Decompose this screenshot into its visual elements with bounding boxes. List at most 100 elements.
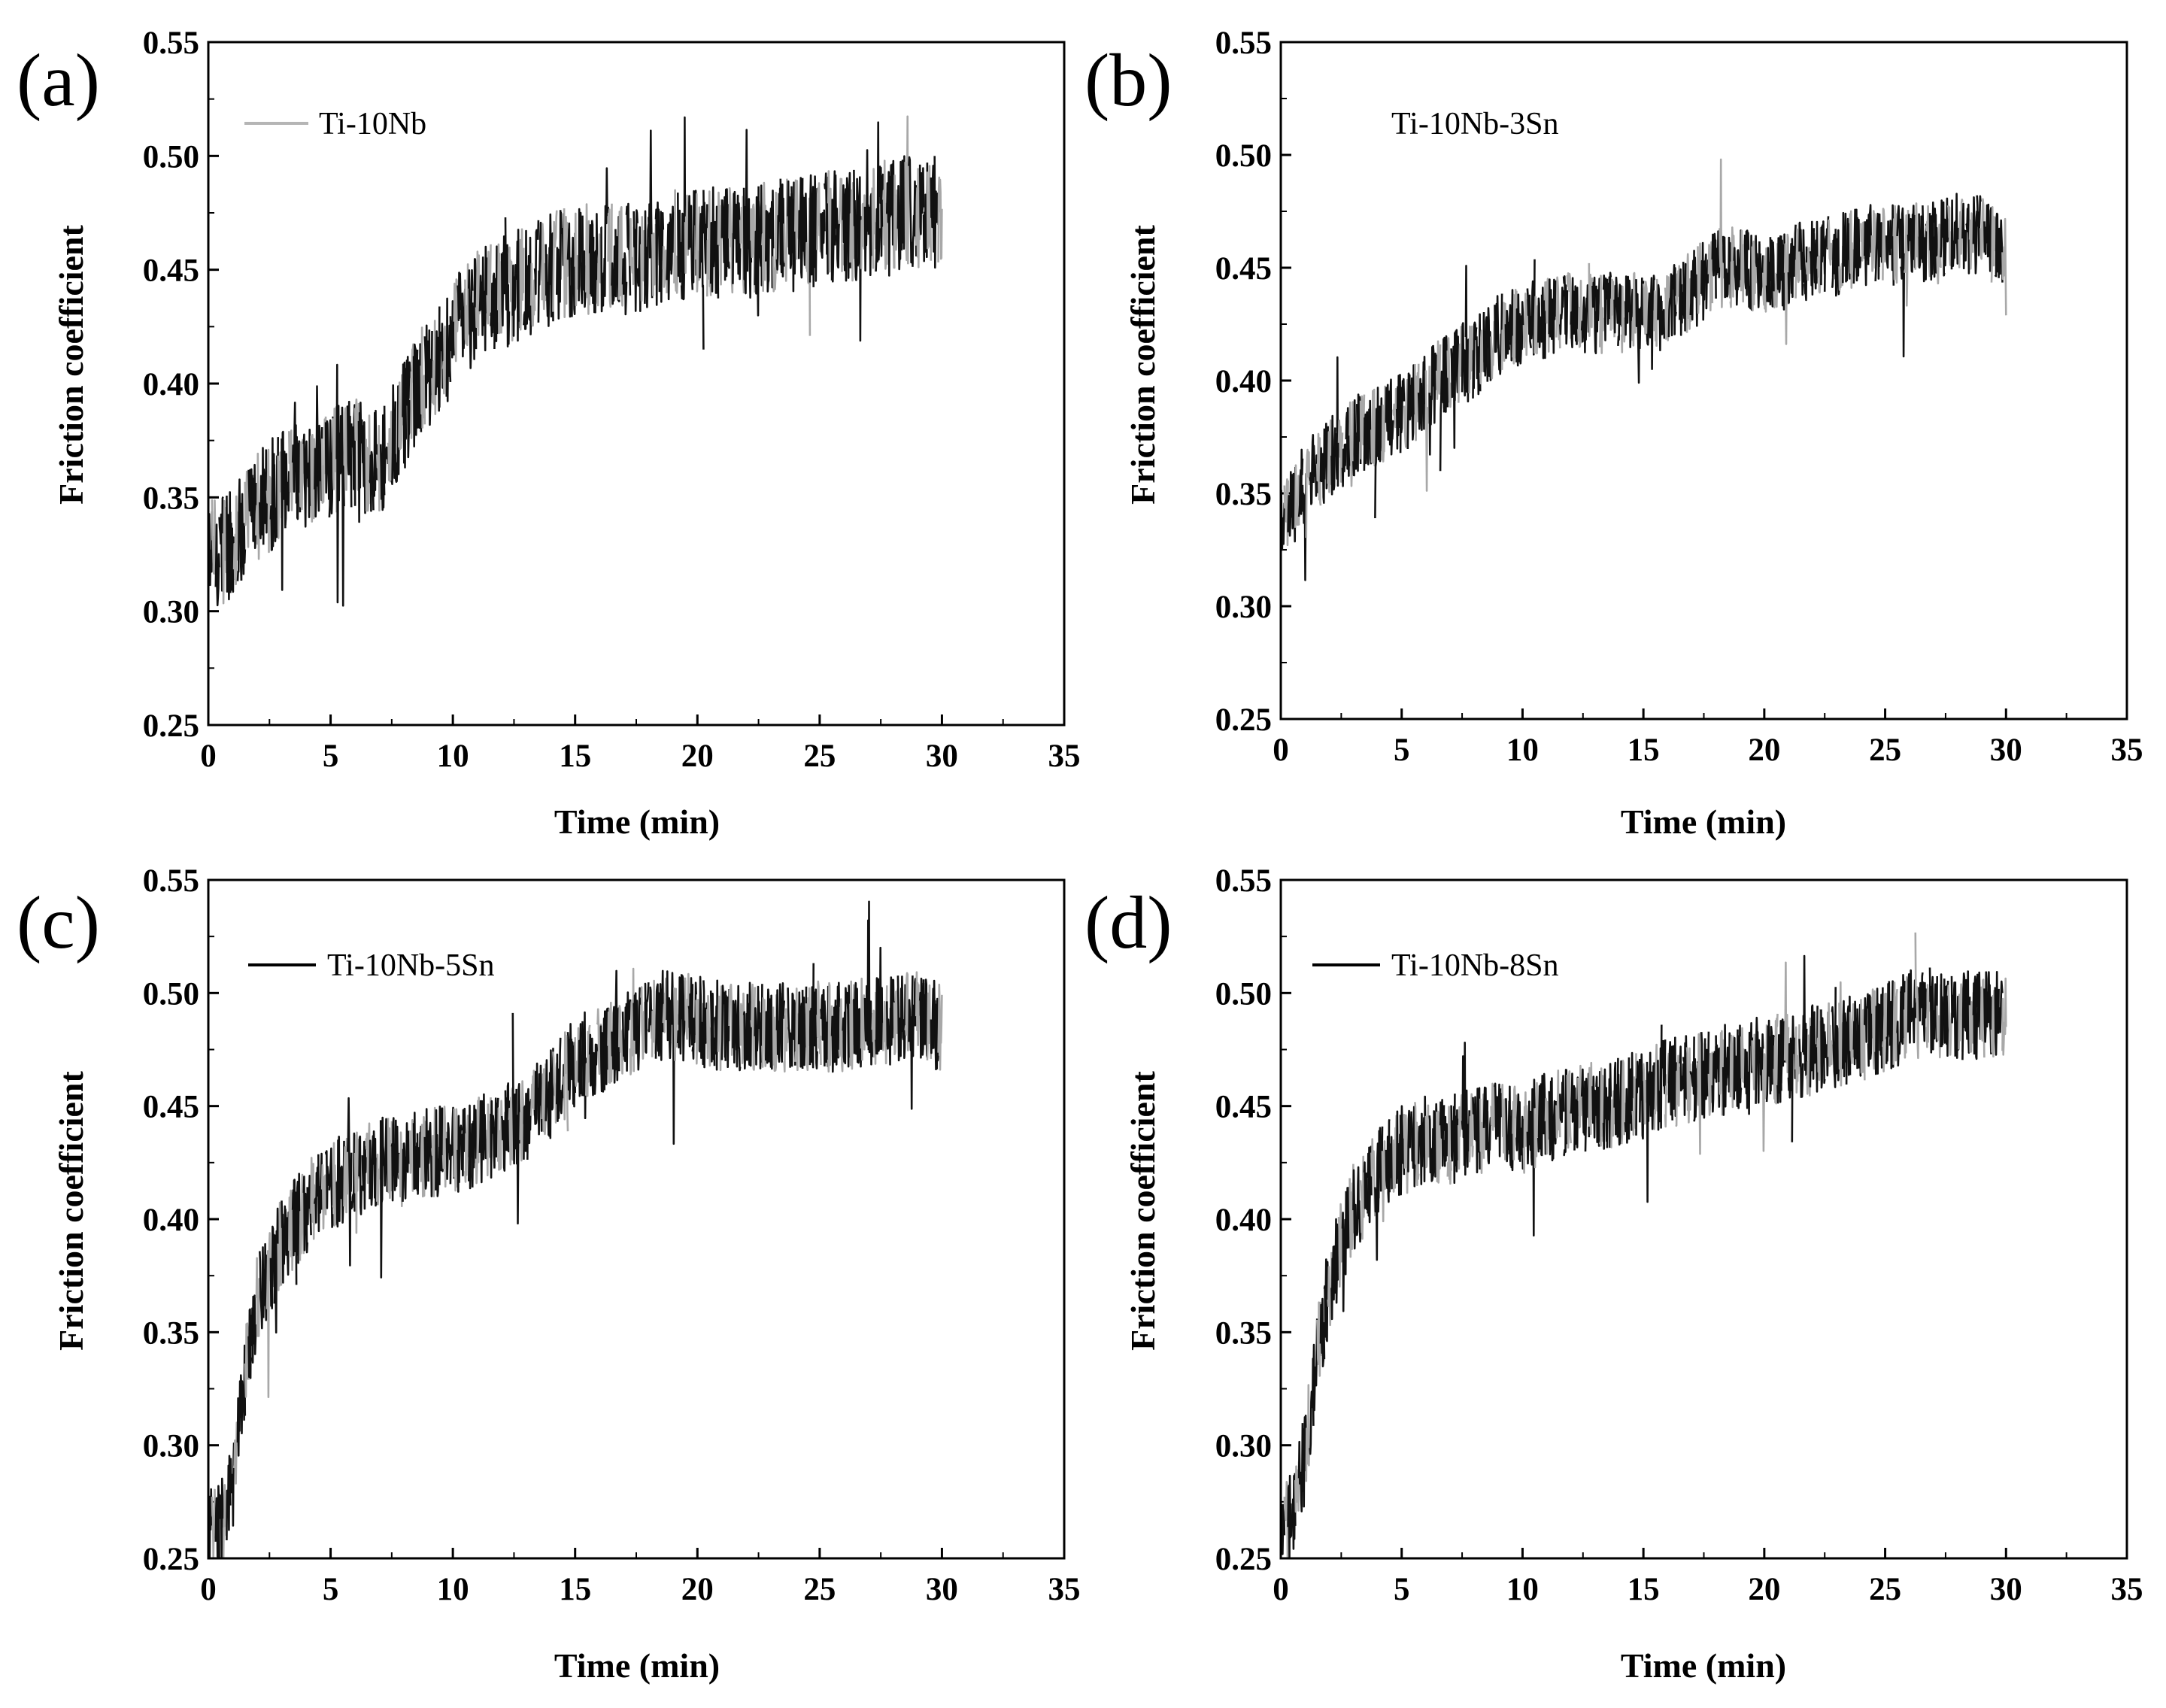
series-line-b-segment-48 bbox=[1454, 329, 1460, 401]
series-line-c-segment-88 bbox=[529, 1069, 536, 1116]
series-line-b-segment-24 bbox=[1367, 399, 1373, 466]
series-line-b-segment-53 bbox=[1472, 321, 1478, 399]
series-line-b-segment-171 bbox=[1900, 207, 1906, 358]
series-line-d-segment-41 bbox=[1428, 1115, 1434, 1182]
x-tick-label-a-5: 25 bbox=[803, 739, 836, 774]
series-line-d-segment-92 bbox=[1613, 1057, 1619, 1138]
series-line-d-segment-43 bbox=[1436, 1101, 1442, 1184]
series-line-c-segment-33 bbox=[328, 1147, 335, 1228]
series-line-b-segment-11 bbox=[1319, 428, 1326, 504]
series-line-d-segment-192 bbox=[1976, 971, 1982, 1040]
series-line-d-segment-175 bbox=[1914, 932, 1920, 1060]
series-line-d-segment-198 bbox=[1998, 980, 2004, 1033]
series-line-a-segment-27 bbox=[306, 429, 312, 518]
series-line-b-segment-50 bbox=[1461, 322, 1467, 397]
series-line-d-segment-199 bbox=[2001, 977, 2007, 1056]
series-line-b-segment-20 bbox=[1352, 399, 1358, 477]
series-line-a-segment-112 bbox=[617, 206, 624, 307]
y-axis-title-b: Friction coefficient bbox=[1124, 224, 1162, 504]
series-line-a-segment-20 bbox=[281, 430, 287, 591]
series-line-b-segment-107 bbox=[1667, 273, 1673, 338]
series-line-b-segment-72 bbox=[1540, 281, 1547, 359]
series-line-b-segment-18 bbox=[1345, 407, 1351, 477]
series-line-b-segment-63 bbox=[1508, 289, 1514, 362]
series-line-d-segment-45 bbox=[1442, 1115, 1449, 1167]
x-tick-label-d-4: 20 bbox=[1748, 1572, 1780, 1607]
series-line-b-segment-172 bbox=[1904, 210, 1910, 307]
series-line-d-segment-52 bbox=[1468, 1093, 1474, 1163]
series-line-c-segment-22 bbox=[288, 1189, 294, 1271]
series-line-c-segment-193 bbox=[915, 971, 921, 1046]
series-line-d-segment-166 bbox=[1882, 992, 1888, 1072]
series-line-d-segment-108 bbox=[1671, 1036, 1677, 1117]
series-line-a-segment-161 bbox=[797, 177, 804, 279]
series-line-b-segment-136 bbox=[1773, 243, 1779, 308]
series-line-d-segment-23 bbox=[1363, 1161, 1369, 1214]
series-line-c-segment-73 bbox=[475, 1097, 481, 1185]
series-line-c-segment-70 bbox=[464, 1115, 470, 1183]
series-line-b-segment-21 bbox=[1356, 393, 1362, 472]
x-tick-label-c-7: 35 bbox=[1048, 1572, 1081, 1607]
series-line-c-segment-165 bbox=[812, 988, 818, 1069]
series-line-c-segment-199 bbox=[937, 983, 943, 1071]
series-line-c-segment-84 bbox=[515, 1083, 521, 1224]
x-tick-label-d-6: 30 bbox=[1990, 1572, 2022, 1607]
series-line-c-segment-71 bbox=[468, 1104, 474, 1190]
series-line-b-segment-147 bbox=[1813, 220, 1819, 290]
series-line-c-segment-20 bbox=[281, 1200, 287, 1284]
series-line-a-segment-24 bbox=[295, 435, 302, 520]
series-line-b-segment-112 bbox=[1685, 253, 1692, 333]
series-line-c-segment-163 bbox=[805, 987, 811, 1071]
series-line-b-segment-198 bbox=[1998, 219, 2004, 283]
y-tick-label-a-2: 0.35 bbox=[143, 481, 199, 516]
series-line-b-segment-180 bbox=[1932, 208, 1938, 278]
panel-a: (a) Friction coefficient Time (min) 0 5 10… bbox=[17, 26, 1081, 841]
series-line-c-segment-141 bbox=[724, 989, 730, 1068]
series-line-d-segment-152 bbox=[1831, 987, 1837, 1088]
series-line-a-segment-172 bbox=[838, 177, 844, 272]
series-line-d-segment-146 bbox=[1809, 1004, 1816, 1088]
series-line-d-segment-111 bbox=[1682, 1035, 1688, 1116]
series-line-c-segment-187 bbox=[893, 987, 899, 1055]
series-line-b-segment-89 bbox=[1602, 275, 1609, 341]
series-line-a-segment-2 bbox=[214, 523, 220, 607]
series-line-d-segment-96 bbox=[1628, 1051, 1634, 1140]
series-line-c-segment-172 bbox=[838, 998, 844, 1072]
series-line-a-segment-46 bbox=[376, 424, 382, 511]
series-line-d-segment-88 bbox=[1599, 1067, 1605, 1147]
series-line-c-segment-32 bbox=[324, 1150, 331, 1209]
series-line-d-segment-169 bbox=[1892, 981, 1898, 1065]
series-line-c-segment-114 bbox=[625, 991, 632, 1072]
series-line-c-segment-3 bbox=[218, 1477, 224, 1560]
y-tick-label-a-5: 0.50 bbox=[143, 139, 199, 174]
y-tick-label-a-0: 0.25 bbox=[143, 708, 199, 744]
series-line-c-segment-57 bbox=[416, 1125, 423, 1195]
series-line-b-segment-31 bbox=[1392, 387, 1398, 429]
series-line-a-segment-9 bbox=[240, 493, 247, 581]
series-line-b-segment-155 bbox=[1842, 211, 1848, 284]
y-tick-label-b-3: 0.40 bbox=[1215, 364, 1272, 399]
series-line-a-segment-185 bbox=[886, 171, 892, 277]
series-line-a-segment-166 bbox=[816, 182, 822, 253]
series-line-a-segment-134 bbox=[699, 205, 705, 350]
series-line-b-segment-86 bbox=[1591, 276, 1597, 354]
series-line-c-segment-138 bbox=[714, 979, 720, 1071]
series-line-b-segment-12 bbox=[1323, 423, 1329, 490]
series-line-d-segment-162 bbox=[1867, 994, 1873, 1067]
series-line-d-segment-126 bbox=[1737, 1024, 1743, 1109]
y-tick-label-b-0: 0.25 bbox=[1215, 702, 1272, 738]
series-group-b bbox=[1279, 158, 2007, 581]
x-tick-label-d-1: 5 bbox=[1394, 1572, 1410, 1607]
series-line-c-segment-1 bbox=[211, 1488, 217, 1560]
series-line-b-segment-159 bbox=[1856, 217, 1862, 277]
series-line-a-segment-97 bbox=[563, 208, 569, 318]
series-line-d-segment-188 bbox=[1961, 972, 1967, 1060]
series-line-d-segment-125 bbox=[1733, 1029, 1739, 1107]
x-tick-label-b-2: 10 bbox=[1506, 733, 1539, 768]
series-line-b-segment-88 bbox=[1599, 275, 1605, 354]
series-line-b-segment-87 bbox=[1595, 278, 1601, 332]
x-tick-label-d-5: 25 bbox=[1869, 1572, 1901, 1607]
series-line-d-segment-135 bbox=[1769, 1026, 1775, 1092]
x-tick-label-b-6: 30 bbox=[1990, 733, 2022, 768]
series-line-d-segment-139 bbox=[1783, 961, 1790, 1073]
